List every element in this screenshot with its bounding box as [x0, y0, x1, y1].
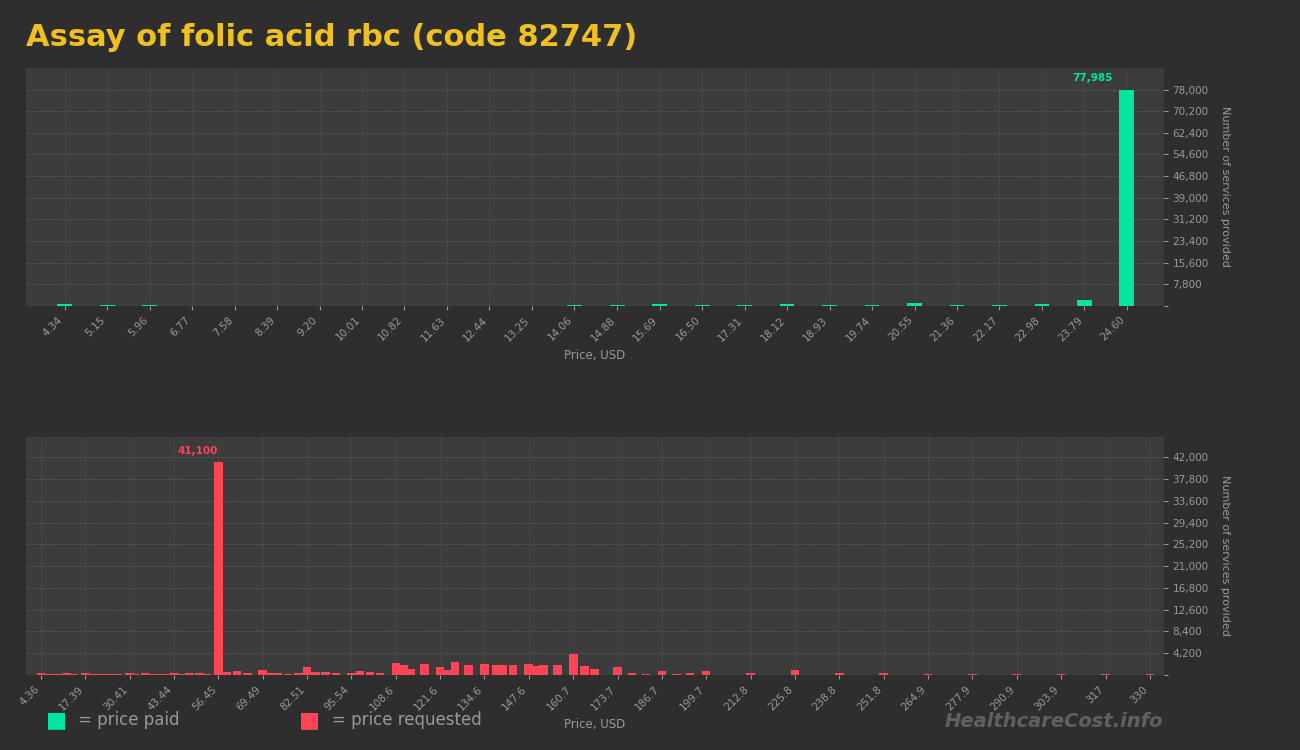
Bar: [391, 663, 400, 675]
Bar: [491, 665, 500, 675]
Bar: [822, 305, 837, 306]
Bar: [57, 304, 72, 306]
Bar: [36, 674, 46, 675]
Bar: [672, 674, 681, 675]
Bar: [81, 673, 90, 675]
Bar: [148, 674, 156, 675]
Bar: [533, 666, 541, 675]
Bar: [243, 673, 252, 675]
Bar: [100, 674, 109, 675]
Bar: [907, 303, 922, 306]
Bar: [580, 666, 589, 675]
Bar: [992, 305, 1006, 306]
Bar: [170, 673, 178, 675]
Bar: [949, 304, 965, 306]
Bar: [203, 674, 211, 675]
Bar: [347, 673, 356, 675]
Text: Assay of folic acid rbc (code 82747): Assay of folic acid rbc (code 82747): [26, 22, 637, 52]
Bar: [540, 665, 547, 675]
Bar: [653, 304, 667, 306]
Y-axis label: Number of services provided: Number of services provided: [1219, 106, 1230, 267]
Text: ■: ■: [46, 710, 66, 730]
Bar: [780, 304, 794, 306]
Bar: [321, 672, 330, 675]
Bar: [69, 674, 78, 675]
Bar: [790, 670, 800, 675]
Bar: [508, 664, 517, 675]
Bar: [131, 674, 139, 675]
Bar: [480, 664, 489, 675]
Bar: [125, 674, 134, 675]
Bar: [746, 673, 755, 675]
Bar: [42, 674, 51, 675]
Bar: [498, 664, 507, 675]
Bar: [376, 673, 385, 675]
Bar: [49, 674, 57, 675]
Bar: [628, 674, 637, 675]
Bar: [266, 673, 276, 675]
Bar: [464, 664, 473, 675]
Bar: [355, 671, 364, 675]
Bar: [62, 674, 72, 675]
Bar: [56, 674, 64, 675]
Bar: [524, 664, 533, 675]
Bar: [686, 674, 694, 675]
Bar: [259, 670, 266, 675]
Bar: [195, 674, 204, 675]
Text: = price paid: = price paid: [78, 711, 179, 729]
Text: ■: ■: [299, 710, 320, 730]
Bar: [283, 674, 292, 675]
Bar: [94, 674, 101, 675]
Bar: [185, 674, 194, 675]
Bar: [610, 305, 624, 306]
Bar: [303, 667, 311, 675]
Bar: [274, 674, 282, 675]
Bar: [178, 674, 187, 675]
Bar: [1035, 304, 1049, 306]
Bar: [155, 674, 162, 675]
Bar: [436, 667, 445, 675]
Bar: [445, 670, 452, 675]
Bar: [365, 673, 374, 675]
Bar: [214, 462, 222, 675]
Bar: [737, 304, 751, 306]
Bar: [420, 664, 429, 675]
Bar: [407, 669, 415, 675]
Bar: [569, 654, 577, 675]
Bar: [590, 669, 599, 675]
Bar: [400, 665, 408, 675]
X-axis label: Price, USD: Price, USD: [564, 718, 625, 730]
Text: HealthcareCost.info: HealthcareCost.info: [945, 712, 1164, 731]
Bar: [87, 674, 95, 675]
Bar: [835, 674, 844, 675]
Bar: [222, 673, 231, 675]
Y-axis label: Number of services provided: Number of services provided: [1219, 476, 1230, 636]
Bar: [924, 674, 932, 675]
Bar: [642, 674, 650, 675]
Bar: [451, 662, 459, 675]
Bar: [658, 671, 666, 675]
Text: 41,100: 41,100: [178, 446, 218, 456]
Bar: [552, 664, 562, 675]
Bar: [1076, 300, 1092, 306]
Bar: [294, 674, 303, 675]
Bar: [879, 674, 888, 675]
Bar: [1119, 90, 1134, 306]
Bar: [140, 674, 150, 675]
X-axis label: Price, USD: Price, USD: [564, 349, 625, 361]
Bar: [614, 667, 621, 675]
Bar: [702, 671, 710, 675]
Bar: [107, 674, 116, 675]
Bar: [113, 674, 122, 675]
Text: = price requested: = price requested: [332, 711, 481, 729]
Bar: [332, 673, 341, 675]
Bar: [161, 674, 170, 675]
Bar: [311, 673, 320, 675]
Bar: [233, 671, 242, 675]
Text: 77,985: 77,985: [1072, 73, 1113, 83]
